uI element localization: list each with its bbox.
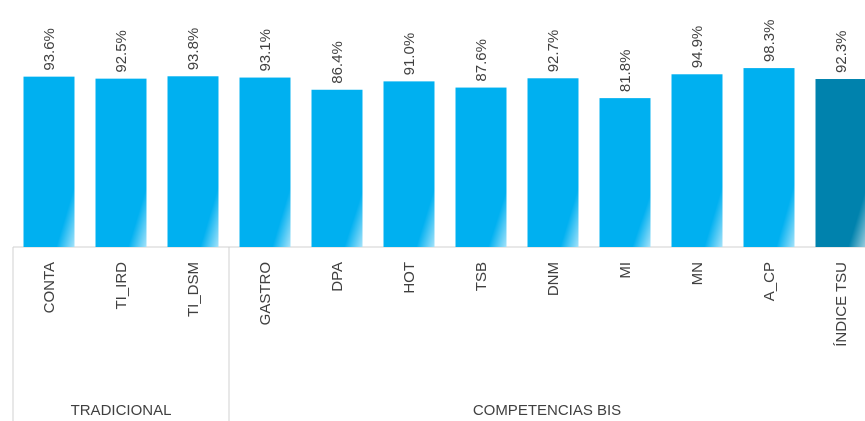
x-tick-label: ÍNDICE TSU <box>833 262 850 347</box>
x-tick-label: CONTA <box>41 262 58 313</box>
value-label: 92.7% <box>545 30 562 73</box>
value-label: 86.4% <box>329 41 346 84</box>
x-tick-label: MI <box>617 262 634 279</box>
bar <box>455 87 507 248</box>
value-label: 93.8% <box>185 28 202 71</box>
bar <box>383 81 435 247</box>
bar <box>23 76 75 247</box>
x-tick-label: A_CP <box>761 262 778 301</box>
group-label: TRADICIONAL <box>71 402 172 419</box>
bar <box>311 89 363 247</box>
x-tick-label: HOT <box>401 262 418 294</box>
value-label: 93.6% <box>41 28 58 71</box>
value-label: 92.5% <box>113 30 130 73</box>
value-label: 81.8% <box>617 50 634 93</box>
value-label: 87.6% <box>473 39 490 82</box>
value-label: 98.3% <box>761 20 778 63</box>
group-label: COMPETENCIAS BIS <box>473 402 621 419</box>
x-tick-label: DPA <box>329 262 346 292</box>
bar <box>671 74 723 247</box>
value-label: 91.0% <box>401 33 418 76</box>
x-tick-label: TSB <box>473 262 490 291</box>
bar <box>815 79 865 247</box>
bar <box>599 98 651 248</box>
x-tick-label: DNM <box>545 262 562 296</box>
value-label: 92.3% <box>833 30 850 73</box>
bar <box>239 77 291 247</box>
value-label: 94.9% <box>689 26 706 69</box>
x-tick-label: TI_IRD <box>113 262 130 310</box>
bar <box>527 78 579 247</box>
x-tick-label: MN <box>689 262 706 285</box>
value-label: 93.1% <box>257 29 274 72</box>
bar <box>95 78 147 248</box>
bar <box>167 76 219 247</box>
bar <box>743 68 795 248</box>
x-tick-label: GASTRO <box>257 262 274 325</box>
x-tick-label: TI_DSM <box>185 262 202 317</box>
